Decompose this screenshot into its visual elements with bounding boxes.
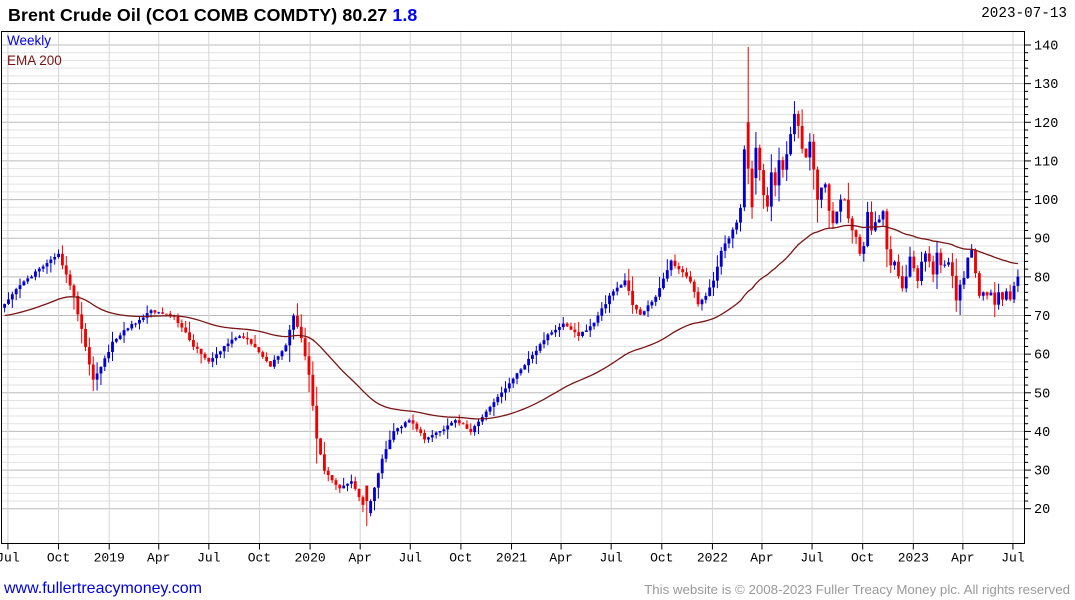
- svg-text:20: 20: [1034, 503, 1050, 518]
- svg-text:Oct: Oct: [47, 551, 70, 566]
- svg-text:2020: 2020: [294, 551, 325, 566]
- svg-text:Apr: Apr: [549, 551, 572, 566]
- svg-text:130: 130: [1034, 78, 1058, 93]
- svg-text:Jul: Jul: [197, 551, 221, 566]
- svg-text:2019: 2019: [94, 551, 125, 566]
- svg-text:50: 50: [1034, 387, 1050, 402]
- svg-text:Jul: Jul: [1001, 551, 1025, 566]
- svg-text:110: 110: [1034, 155, 1058, 170]
- svg-text:70: 70: [1034, 310, 1050, 325]
- svg-text:100: 100: [1034, 194, 1058, 209]
- svg-text:Jul: Jul: [800, 551, 824, 566]
- svg-text:Jul: Jul: [0, 551, 20, 566]
- svg-text:30: 30: [1034, 465, 1050, 480]
- svg-text:2021: 2021: [496, 551, 527, 566]
- svg-text:40: 40: [1034, 426, 1050, 441]
- svg-text:Jul: Jul: [399, 551, 423, 566]
- svg-text:90: 90: [1034, 233, 1050, 248]
- svg-text:Oct: Oct: [650, 551, 673, 566]
- svg-text:Apr: Apr: [147, 551, 170, 566]
- svg-text:Oct: Oct: [248, 551, 271, 566]
- svg-text:Oct: Oct: [851, 551, 874, 566]
- svg-text:Apr: Apr: [951, 551, 974, 566]
- svg-text:80: 80: [1034, 271, 1050, 286]
- svg-text:60: 60: [1034, 349, 1050, 364]
- svg-text:Oct: Oct: [449, 551, 472, 566]
- svg-text:120: 120: [1034, 117, 1058, 132]
- svg-text:140: 140: [1034, 39, 1058, 54]
- svg-text:Apr: Apr: [348, 551, 371, 566]
- svg-text:2023: 2023: [898, 551, 929, 566]
- svg-text:Jul: Jul: [599, 551, 623, 566]
- svg-text:Apr: Apr: [750, 551, 773, 566]
- svg-text:2022: 2022: [697, 551, 728, 566]
